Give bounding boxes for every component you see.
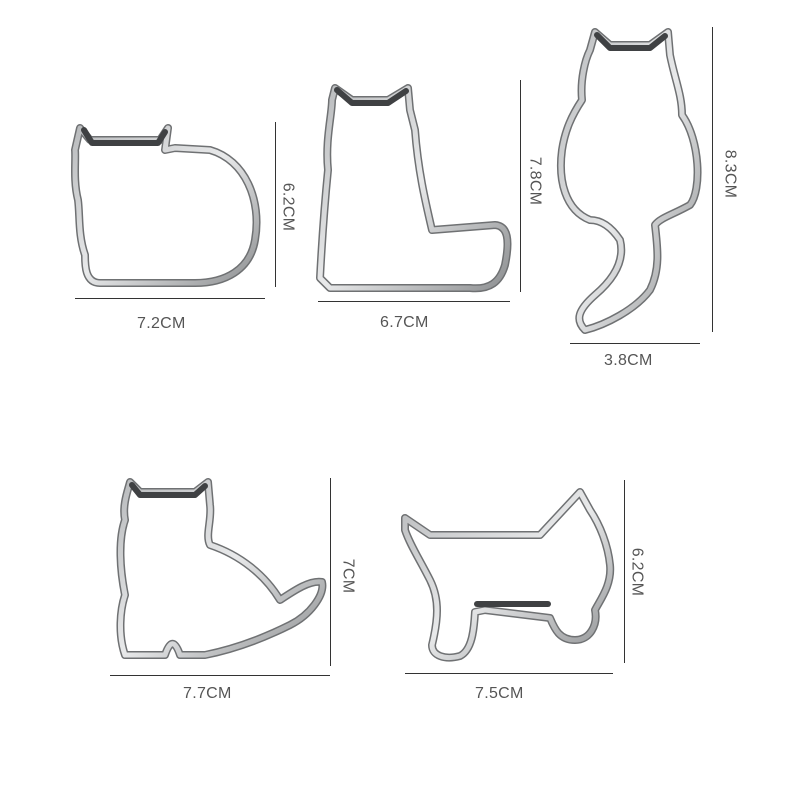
height-line-2 <box>520 80 521 292</box>
width-line-5 <box>405 673 613 674</box>
width-line-3 <box>570 343 700 344</box>
cutter-cat-sitting-side <box>116 478 327 659</box>
cutter-cat-standing <box>401 488 615 662</box>
cutter-cat-sitting-long-tail <box>316 84 512 293</box>
height-label-3: 8.3CM <box>721 149 739 199</box>
height-line-3 <box>712 27 713 332</box>
height-label-2: 7.8CM <box>526 156 544 206</box>
width-label-3: 3.8CM <box>604 352 653 369</box>
width-line-4 <box>110 675 330 676</box>
height-line-1 <box>275 122 276 287</box>
cutter-cat-back-view <box>556 28 702 334</box>
width-line-1 <box>75 298 265 299</box>
width-line-2 <box>318 301 510 302</box>
cutter-cat-lying <box>71 124 261 287</box>
width-label-4: 7.7CM <box>183 685 232 702</box>
height-label-4: 7CM <box>339 558 357 594</box>
width-label-1: 7.2CM <box>137 315 186 332</box>
height-label-5: 6.2CM <box>628 547 646 597</box>
height-label-1: 6.2CM <box>279 182 297 232</box>
height-line-4 <box>330 478 331 666</box>
width-label-2: 6.7CM <box>380 314 429 331</box>
width-label-5: 7.5CM <box>475 685 524 702</box>
height-line-5 <box>624 480 625 663</box>
